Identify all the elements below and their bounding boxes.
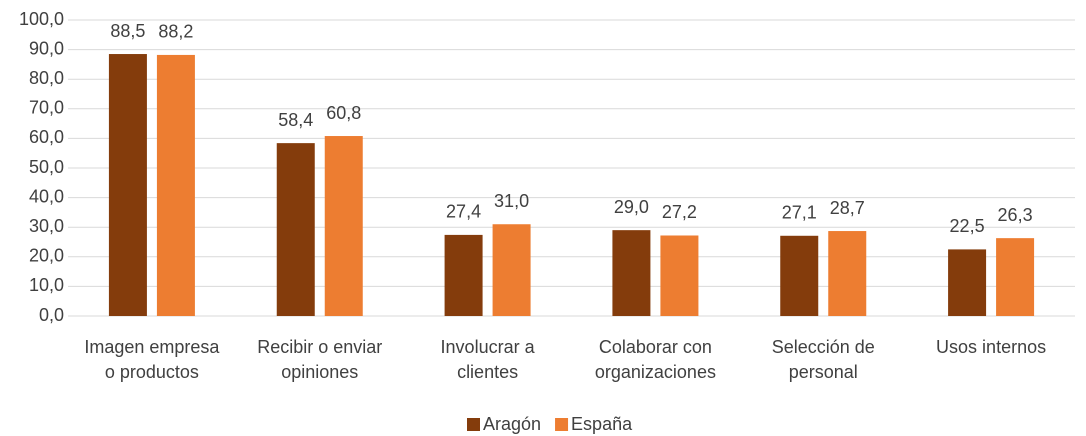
value-label: 88,5 [110, 21, 145, 41]
legend-swatch [467, 418, 480, 431]
y-tick-label: 60,0 [29, 127, 64, 147]
bar [156, 54, 195, 316]
bar [444, 234, 483, 316]
x-tick-label: Recibir o enviar opiniones [257, 337, 382, 382]
value-label: 58,4 [278, 110, 313, 130]
bar [948, 249, 987, 316]
value-label: 27,1 [782, 203, 817, 223]
value-label: 26,3 [998, 205, 1033, 225]
y-tick-label: 70,0 [29, 98, 64, 118]
y-tick-label: 100,0 [19, 9, 64, 29]
legend-label: España [571, 414, 633, 434]
bar [828, 231, 867, 316]
y-tick-label: 20,0 [29, 246, 64, 266]
y-tick-label: 0,0 [39, 305, 64, 325]
bar [276, 143, 315, 316]
x-tick-label: Colaborar con organizaciones [595, 337, 716, 382]
x-tick-label: Selección de personal [772, 337, 875, 382]
value-label: 28,7 [830, 198, 865, 218]
bar [108, 54, 147, 316]
y-tick-label: 80,0 [29, 68, 64, 88]
value-label: 60,8 [326, 103, 361, 123]
value-label: 22,5 [950, 216, 985, 236]
bar [660, 235, 699, 316]
value-label: 88,2 [158, 22, 193, 42]
y-tick-label: 90,0 [29, 38, 64, 58]
y-tick-label: 40,0 [29, 186, 64, 206]
y-tick-label: 10,0 [29, 275, 64, 295]
legend-label: Aragón [483, 414, 541, 434]
bar [996, 238, 1035, 316]
bar [780, 235, 819, 316]
y-tick-label: 30,0 [29, 216, 64, 236]
value-label: 27,4 [446, 202, 481, 222]
x-tick-label: Imagen empresa o productos [84, 337, 220, 382]
bar [492, 224, 531, 316]
value-label: 27,2 [662, 202, 697, 222]
bar [324, 136, 363, 316]
x-tick-label: Involucrar a clientes [441, 337, 536, 382]
value-label: 29,0 [614, 197, 649, 217]
bar [612, 230, 651, 316]
x-tick-label: Usos internos [936, 337, 1046, 357]
legend-swatch [555, 418, 569, 431]
value-label: 31,0 [494, 191, 529, 211]
y-tick-label: 50,0 [29, 157, 64, 177]
